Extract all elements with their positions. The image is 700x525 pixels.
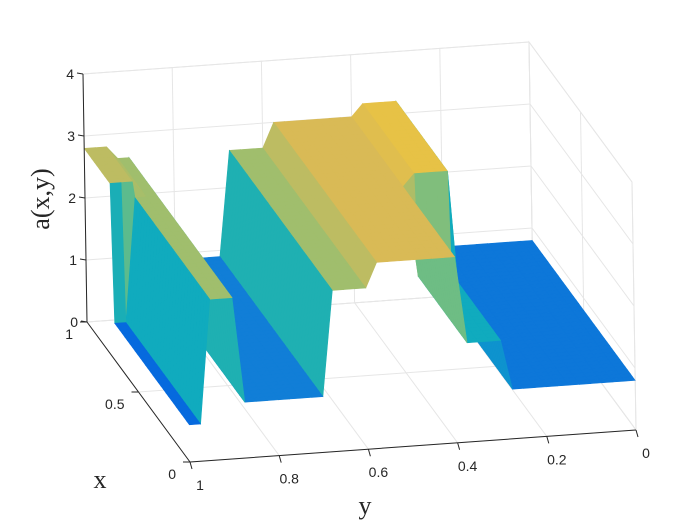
- z-tick-label: 4: [66, 66, 74, 82]
- z-axis-label: a(x,y): [26, 168, 55, 229]
- surface-patch: [186, 420, 202, 426]
- y-tick-mark: [278, 455, 282, 463]
- y-tick-mark: [546, 436, 550, 444]
- z-tick-label: 3: [67, 128, 75, 144]
- x-tick-label: 1: [65, 326, 73, 342]
- y-tick-label: 0.8: [279, 471, 299, 487]
- y-tick-label: 1: [196, 477, 204, 493]
- z-tick-label: 0: [70, 314, 78, 330]
- grid-line-z: [83, 103, 634, 245]
- surface: [83, 100, 636, 426]
- y-tick-mark: [189, 461, 193, 470]
- z-tick-mark: [78, 196, 86, 199]
- y-tick-label: 0.4: [458, 458, 478, 474]
- y-tick-mark: [457, 442, 461, 450]
- z-tick-mark: [79, 258, 87, 261]
- y-tick-mark: [635, 429, 639, 438]
- z-tick-label: 1: [69, 252, 77, 268]
- x-axis-label: x: [94, 465, 107, 494]
- y-tick-label: 0.2: [547, 451, 567, 467]
- y-tick-label: 0: [642, 445, 650, 461]
- grid-line-z: [82, 41, 633, 183]
- x-tick-label: 0: [168, 466, 176, 482]
- x-tick-label: 0.5: [105, 396, 125, 412]
- z-tick-mark: [77, 134, 85, 137]
- y-tick-label: 0.6: [369, 464, 389, 480]
- z-tick-mark: [80, 320, 88, 323]
- y-axis-label: y: [359, 491, 372, 520]
- y-tick-mark: [367, 449, 371, 457]
- z-tick-mark: [76, 72, 84, 75]
- z-tick-label: 2: [68, 190, 76, 206]
